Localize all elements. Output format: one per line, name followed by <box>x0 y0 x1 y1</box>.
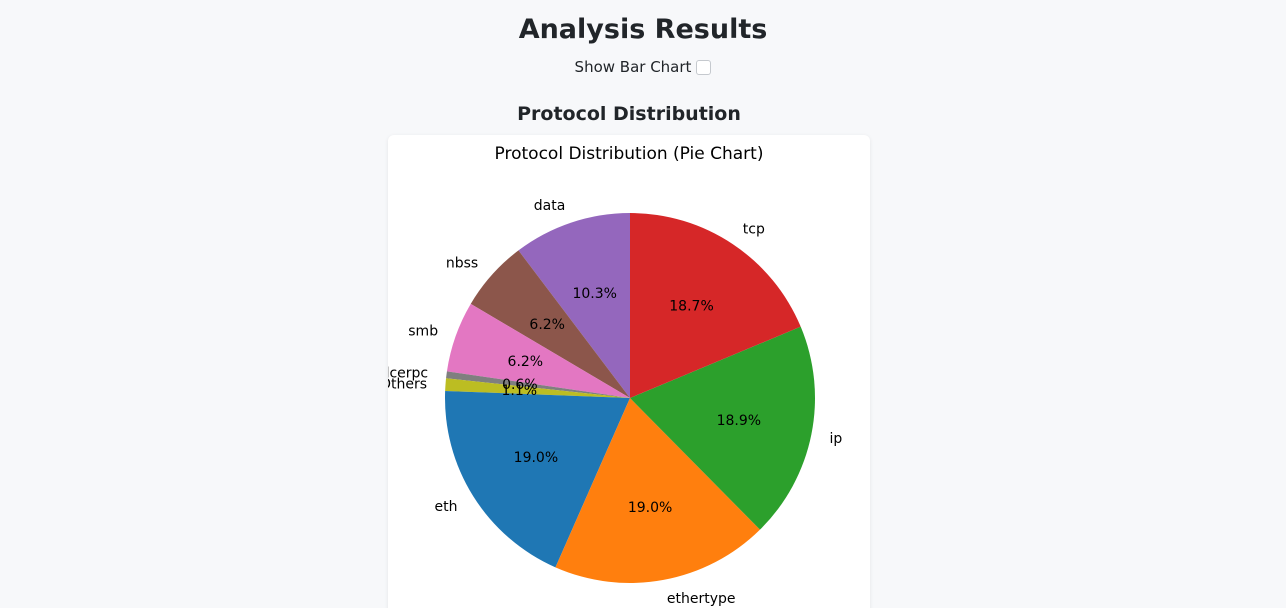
slice-percent-ip: 18.9% <box>717 413 761 429</box>
slice-label-eth: eth <box>435 499 458 515</box>
slice-percent-smb: 6.2% <box>508 354 544 370</box>
slice-percent-tcp: 18.7% <box>669 299 713 315</box>
slice-percent-ethertype: 19.0% <box>628 500 672 516</box>
pie-slice-smb <box>446 303 630 398</box>
pie-chart: Protocol Distribution (Pie Chart) data 10… <box>388 144 842 607</box>
toggle-label: Show Bar Chart <box>574 58 692 76</box>
slice-label-data: data <box>534 198 566 214</box>
pie-slices <box>445 213 815 583</box>
slice-percent-data: 10.3% <box>572 286 616 302</box>
slice-percent-nbss: 6.2% <box>529 317 565 333</box>
pie-slice-nbss <box>470 250 630 398</box>
pie-slice-ip <box>630 326 815 530</box>
bar-chart-toggle[interactable]: Show Bar Chart <box>0 58 1286 76</box>
slice-percent-others: 1.1% <box>502 383 538 399</box>
slice-label-ethertype: ethertype <box>667 591 736 607</box>
section-title: Protocol Distribution <box>517 103 741 125</box>
pie-slice-eth <box>445 391 630 568</box>
chart-title: Protocol Distribution (Pie Chart) <box>495 144 764 164</box>
slice-label-nbss: nbss <box>446 255 478 271</box>
show-bar-chart-checkbox[interactable] <box>696 59 712 75</box>
pie-slice-dcerpc <box>446 371 630 398</box>
slice-label-smb: smb <box>408 323 438 339</box>
slice-label-ip: ip <box>830 431 843 447</box>
pie-slice-others <box>445 378 630 398</box>
page-title: Analysis Results <box>518 14 768 45</box>
slice-label-dcerpc: dcerpc <box>388 365 428 381</box>
pie-slice-data <box>518 213 630 398</box>
slice-percent-eth: 19.0% <box>514 450 558 466</box>
pie-slice-tcp <box>630 213 801 398</box>
slice-percent-dcerpc: 0.6% <box>502 377 538 393</box>
slice-label-tcp: tcp <box>743 222 765 238</box>
pie-labels: data 10.3% nbss 6.2% smb 6.2% dcerpc 0.6% Others… <box>388 198 842 607</box>
slice-label-others: Others <box>388 376 427 392</box>
chart-card: Protocol Distribution (Pie Chart) data 10… <box>388 135 870 608</box>
pie-slice-ethertype <box>555 398 760 583</box>
